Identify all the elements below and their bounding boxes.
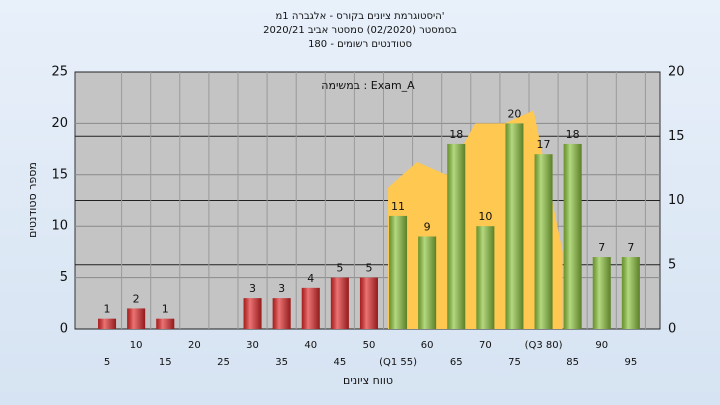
title-line: היסטוגרמת ציונים בקורס - אלגברה 1מ' [276,11,445,22]
bar-shade [418,236,437,329]
bar-shade [563,143,582,329]
x-tick-label: 20 [188,340,201,351]
y-tick-label: 15 [51,167,68,182]
x-tick-label: 15 [159,357,172,368]
value-label: 18 [566,128,580,141]
annotation: במשימה : Exam_A [321,79,415,92]
bar-shade [301,287,320,329]
y2-tick-label: 15 [668,129,685,144]
value-label: 5 [336,262,343,275]
bar-shade [621,257,640,329]
x-tick-label: 70 [479,340,492,351]
x-tick-label: 25 [217,357,230,368]
value-label: 7 [598,241,605,254]
y2-tick-label: 0 [668,322,676,337]
value-label: 5 [365,262,372,275]
bar-shade [389,215,408,329]
y-tick-label: 0 [60,322,68,337]
bar-shade [592,257,611,329]
value-label: 9 [424,220,431,233]
x-tick-label: 65 [450,357,463,368]
bar-shade [534,154,553,329]
title-line: בסמסטר (02/2020) סמסטר אביב 2020/21 [263,25,457,36]
x-tick-label: 60 [421,340,434,351]
x-tick-label: 10 [130,340,143,351]
bar-shade [243,298,262,329]
value-label: 4 [307,272,314,285]
bar-shade [98,318,117,329]
value-label: 7 [627,241,634,254]
value-label: 17 [537,138,551,151]
value-label: 3 [278,282,285,295]
y2-tick-label: 10 [668,193,685,208]
x-tick-label: 30 [246,340,259,351]
value-label: 18 [449,128,463,141]
x-tick-label: 45 [333,357,346,368]
y-tick-label: 5 [60,270,68,285]
y-tick-label: 10 [51,219,68,234]
value-label: 3 [249,282,256,295]
bar-shade [272,298,291,329]
x-tick-label: 90 [595,340,608,351]
bar-shade [359,277,378,329]
y-axis-label: מספר סטודנטים [26,162,39,238]
x-tick-label: 50 [363,340,376,351]
value-label: 10 [478,210,492,223]
bar-shade [505,123,524,330]
y-tick-label: 25 [51,65,68,80]
y2-tick-label: 20 [668,65,685,80]
x-tick-label: 75 [508,357,521,368]
y-tick-label: 20 [51,116,68,131]
value-label: 11 [391,200,405,213]
bar-shade [127,308,146,329]
value-label: 1 [162,303,169,316]
y2-tick-label: 5 [668,257,676,272]
bar-shade [156,318,175,329]
bar-shade [447,143,466,329]
value-label: 2 [133,292,140,305]
title-line: סטודנטים רשומים - 180 [308,39,412,50]
bar-shade [476,226,495,329]
marks [98,110,640,330]
x-tick-label: 95 [624,357,637,368]
x-tick-label: 85 [566,357,579,368]
value-label: 20 [507,107,521,120]
x-tick-label: (Q3 80) [525,340,563,351]
value-label: 1 [104,303,111,316]
x-tick-label: 35 [275,357,288,368]
x-tick-label: 5 [104,357,110,368]
bar-shade [330,277,349,329]
x-tick-label: 40 [304,340,317,351]
x-axis-label: טווח ציונים [343,374,393,387]
x-tick-label: (Q1 55) [379,357,417,368]
